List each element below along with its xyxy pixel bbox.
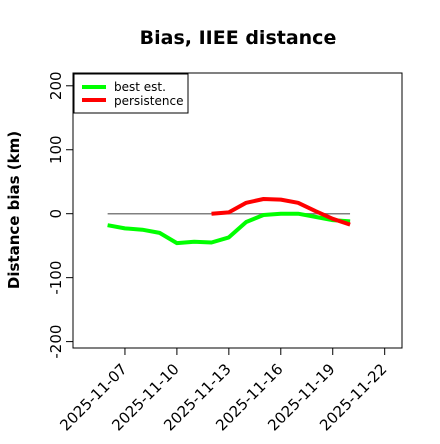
y-tick-label: -200 [47,325,65,359]
chart-title: Bias, IIEE distance [140,27,337,49]
series-line-best-est [107,211,351,246]
legend-label-persistence: persistence [114,94,183,108]
y-tick-label: 200 [47,71,65,100]
y-axis-label: Distance bias (km) [5,131,23,289]
legend-box [73,73,189,114]
y-tick-label: -100 [47,261,65,295]
legend: best est. persistence [73,73,189,114]
series-layer [107,197,351,246]
y-tick-label: 0 [47,209,65,219]
y-axis: -200 -100 0 100 200 [47,71,73,359]
y-tick-label: 100 [47,135,65,164]
plot-frame [72,72,403,349]
legend-label-best-est: best est. [114,80,166,94]
series-line-persistence [211,197,351,227]
